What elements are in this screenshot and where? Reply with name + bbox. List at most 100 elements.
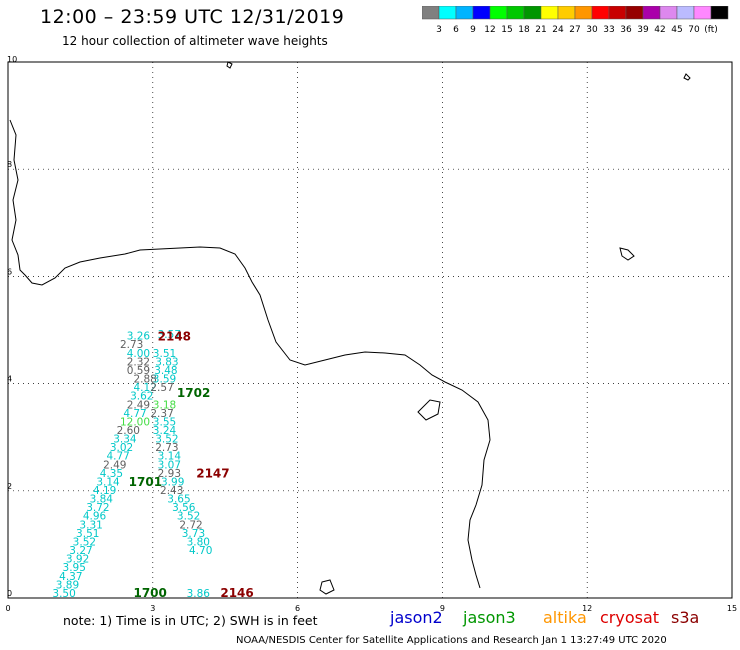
colorbar-label: 42 <box>654 25 665 35</box>
swh-value: 2.37 <box>150 408 173 420</box>
island-south <box>319 579 335 595</box>
colorbar-label: 6 <box>453 25 459 35</box>
colorbar-label: 70 <box>688 25 700 35</box>
swh-value: 2.73 <box>155 442 178 454</box>
satellite-legend-item: jason3 <box>463 608 516 627</box>
x-tick-label: 9 <box>440 604 445 613</box>
credit-line: NOAA/NESDIS Center for Satellite Applica… <box>236 635 667 646</box>
colorbar-label: 18 <box>518 25 530 35</box>
swh-value: 3.80 <box>187 536 210 548</box>
x-tick-label: 0 <box>5 604 10 613</box>
swh-value: 3.18 <box>153 399 176 411</box>
swh-value: 2.93 <box>158 468 181 480</box>
swh-value: 3.57 <box>158 329 181 341</box>
swh-value: 4.96 <box>83 511 107 523</box>
y-tick-label: 8 <box>7 160 12 169</box>
swh-value: 0.59 <box>127 365 150 377</box>
pass-time-label: 2148 <box>158 330 191 344</box>
swh-value: 4.35 <box>100 468 123 480</box>
colorbar-label: 21 <box>535 25 546 35</box>
map-frame <box>7 61 733 599</box>
swh-value: 3.52 <box>177 511 200 523</box>
swh-value: 3.51 <box>153 348 176 360</box>
island-cape <box>683 73 691 81</box>
pass-time-label: 1701 <box>129 475 162 489</box>
pass-time-label: 2147 <box>196 466 229 480</box>
swh-value: 2.72 <box>179 519 202 531</box>
swh-value: 4.70 <box>189 545 212 557</box>
swh-value: 3.86 <box>187 588 211 600</box>
x-tick-label: 12 <box>582 604 592 613</box>
swh-value: 3.31 <box>79 519 102 531</box>
satellite-legend-item: altika <box>543 608 587 627</box>
swh-value: 3.65 <box>167 494 190 506</box>
colorbar-label: 9 <box>470 25 476 35</box>
colorbar-label: 3 <box>436 25 442 35</box>
swh-value: 3.89 <box>56 579 79 591</box>
satellite-legend-item: s3a <box>671 608 700 627</box>
pass-time-label: 1700 <box>133 586 166 600</box>
swh-value: 2.73 <box>120 339 143 351</box>
swh-value: 3.56 <box>172 502 196 514</box>
units-note: note: 1) Time is in UTC; 2) SWH is in fe… <box>63 613 318 628</box>
swh-value: 3.92 <box>66 554 89 566</box>
color-legend: 3 6 9 12 15 18 21 24 27 30 33 36 39 42 45 70 (ft) <box>422 6 729 35</box>
colorbar-label: 15 <box>501 25 512 35</box>
x-tick-label: 3 <box>150 604 155 613</box>
swh-value: 3.72 <box>86 502 109 514</box>
swh-value: 3.02 <box>110 442 133 454</box>
pass-time-label: 2146 <box>220 586 253 600</box>
swh-value: 3.55 <box>153 416 176 428</box>
colorbar-label: (ft) <box>704 25 718 35</box>
swh-value: 2.57 <box>150 382 173 394</box>
swh-value: 3.51 <box>76 528 99 540</box>
swh-value: 3.14 <box>96 476 120 488</box>
swh-value: 2.88 <box>133 374 156 386</box>
swh-value: 3.84 <box>90 494 114 506</box>
swh-value: 2.49 <box>127 399 150 411</box>
island-lake <box>417 399 441 421</box>
swh-value: 2.32 <box>127 356 150 368</box>
y-tick-label: 6 <box>7 267 12 276</box>
y-tick-label: 10 <box>7 55 17 64</box>
x-tick-label: 6 <box>295 604 300 613</box>
swh-value: 3.62 <box>130 391 153 403</box>
colorbar-label: 33 <box>603 25 614 35</box>
swh-value: 2.60 <box>117 425 140 437</box>
y-tick-label: 0 <box>7 589 12 598</box>
swh-value: 3.52 <box>155 434 178 446</box>
island-small <box>226 61 233 69</box>
swh-value: 2.49 <box>103 459 126 471</box>
coastline-west <box>9 119 491 589</box>
swh-value: 3.50 <box>52 588 75 600</box>
swh-value: 3.14 <box>158 451 182 463</box>
colorbar-swatch <box>710 6 729 20</box>
swh-value: 3.99 <box>161 476 184 488</box>
swh-value: 3.48 <box>154 365 177 377</box>
x-tick-label: 15 <box>727 604 737 613</box>
colorbar-label: 27 <box>569 25 580 35</box>
satellite-legend-item: jason2 <box>390 608 443 627</box>
y-tick-label: 4 <box>7 375 12 384</box>
swh-value: 2.43 <box>160 485 183 497</box>
swh-value: 12.00 <box>120 416 150 428</box>
satellite-legend-item: cryosat <box>600 608 660 627</box>
swh-value: 4.12 <box>133 382 156 394</box>
map-title: 12:00 – 23:59 UTC 12/31/2019 <box>40 6 345 28</box>
colorbar-label: 12 <box>484 25 495 35</box>
swh-value: 3.59 <box>153 374 176 386</box>
swh-value: 4.19 <box>93 485 116 497</box>
colorbar-label: 30 <box>586 25 598 35</box>
swh-value: 3.26 <box>127 331 151 343</box>
colorbar-label: 24 <box>552 25 564 35</box>
colorbar-label: 36 <box>620 25 632 35</box>
swh-value: 4.37 <box>59 571 82 583</box>
island-east <box>619 247 635 261</box>
swh-value: 4.00 <box>127 348 150 360</box>
swh-value: 3.24 <box>153 425 177 437</box>
swh-value: 3.07 <box>158 459 181 471</box>
swh-value: 3.34 <box>113 434 137 446</box>
swh-value: 3.27 <box>69 545 92 557</box>
pass-time-label: 1702 <box>177 386 210 400</box>
